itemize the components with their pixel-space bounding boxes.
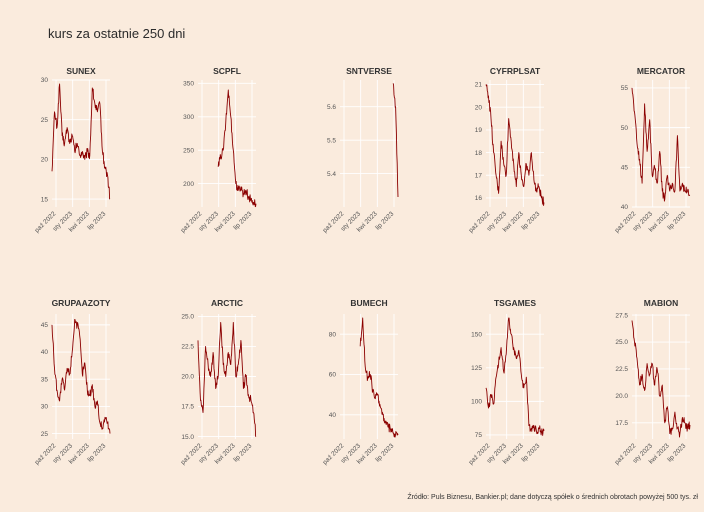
y-tick-label: 25 [41, 431, 49, 438]
y-tick-label: 300 [183, 114, 194, 121]
y-tick-label: 27.5 [615, 312, 628, 319]
y-tick-label: 80 [329, 331, 337, 338]
y-tick-label: 25 [41, 117, 49, 124]
y-tick-label: 125 [471, 365, 482, 372]
x-tick-label: lip 2023 [666, 210, 687, 231]
y-tick-label: 5.5 [327, 137, 336, 144]
x-tick-label: lip 2023 [374, 210, 395, 231]
source-caption: Źródło: Puls Biznesu, Bankier.pl; dane d… [407, 494, 698, 501]
y-tick-label: 20.0 [615, 393, 628, 400]
y-tick-label: 50 [621, 125, 629, 132]
y-tick-label: 30 [41, 77, 49, 84]
price-line [217, 89, 257, 208]
y-tick-label: 20 [475, 104, 483, 111]
facet-title: SCPFL [213, 66, 241, 76]
y-tick-label: 35 [41, 376, 49, 383]
facet-title: SNTVERSE [346, 66, 392, 76]
page-title: kurs za ostatnie 250 dni [48, 26, 186, 41]
facet-title: MABION [644, 298, 678, 308]
y-tick-label: 40 [41, 349, 49, 356]
price-line [392, 83, 399, 198]
price-line [485, 84, 545, 206]
facet-title: GRUPAAZOTY [52, 298, 111, 308]
price-line [485, 317, 545, 436]
y-tick-label: 16 [475, 195, 483, 202]
price-line [51, 83, 111, 200]
facet-title: MERCATOR [637, 66, 685, 76]
facet-title: BUMECH [350, 298, 387, 308]
y-tick-label: 19 [475, 127, 483, 134]
facet-title: SUNEX [66, 66, 96, 76]
y-tick-label: 22.5 [181, 344, 194, 351]
price-line [51, 318, 111, 434]
x-tick-label: lip 2023 [520, 210, 541, 231]
price-line [631, 320, 691, 438]
y-tick-label: 17 [475, 172, 483, 179]
y-tick-label: 15.0 [181, 434, 194, 441]
y-tick-label: 22.5 [615, 366, 628, 373]
y-tick-label: 150 [471, 331, 482, 338]
y-tick-label: 18 [475, 150, 483, 157]
y-tick-label: 40 [329, 412, 337, 419]
x-tick-label: lip 2023 [232, 210, 253, 231]
x-tick-label: lip 2023 [666, 442, 687, 463]
y-tick-label: 20.0 [181, 374, 194, 381]
y-tick-label: 55 [621, 85, 629, 92]
y-tick-label: 5.4 [327, 171, 336, 178]
y-tick-label: 45 [41, 322, 49, 329]
y-tick-label: 75 [475, 432, 483, 439]
y-tick-label: 25.0 [615, 339, 628, 346]
y-tick-label: 5.6 [327, 104, 336, 111]
x-tick-label: lip 2023 [86, 442, 107, 463]
y-tick-label: 60 [329, 372, 337, 379]
facet-title: ARCTIC [211, 298, 243, 308]
y-tick-label: 250 [183, 147, 194, 154]
x-tick-label: lip 2023 [232, 442, 253, 463]
y-tick-label: 45 [621, 165, 629, 172]
y-tick-label: 15 [41, 196, 49, 203]
facet-title: TSGAMES [494, 298, 536, 308]
facet-title: CYFRPLSAT [490, 66, 541, 76]
x-tick-label: lip 2023 [86, 210, 107, 231]
price-line [631, 87, 691, 202]
y-tick-label: 25.0 [181, 314, 194, 321]
y-tick-label: 21 [475, 82, 483, 89]
price-line [359, 317, 399, 438]
y-tick-label: 30 [41, 404, 49, 411]
x-tick-label: lip 2023 [374, 442, 395, 463]
y-tick-label: 17.5 [181, 404, 194, 411]
x-tick-label: lip 2023 [520, 442, 541, 463]
y-tick-label: 40 [621, 204, 629, 211]
price-line [197, 321, 257, 437]
y-tick-label: 350 [183, 81, 194, 88]
y-tick-label: 200 [183, 181, 194, 188]
y-tick-label: 100 [471, 399, 482, 406]
y-tick-label: 20 [41, 157, 49, 164]
y-tick-label: 17.5 [615, 420, 628, 427]
